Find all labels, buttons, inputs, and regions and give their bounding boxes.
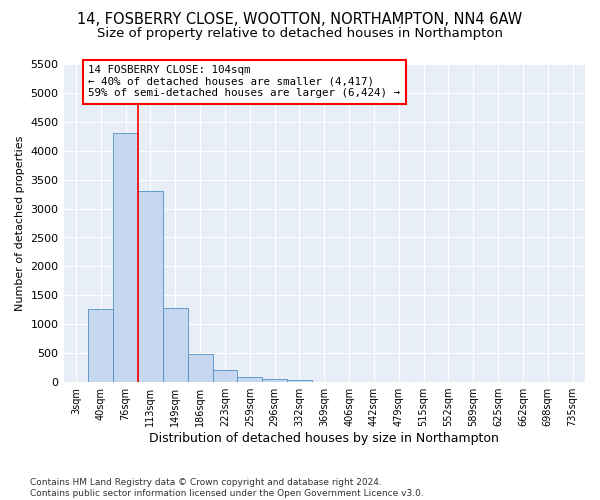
Bar (212, 370, 238, 382)
Bar (138, 191, 163, 382)
Bar (113, 134, 138, 382)
Bar (238, 377, 262, 382)
X-axis label: Distribution of detached houses by size in Northampton: Distribution of detached houses by size … (149, 432, 499, 445)
Text: Contains HM Land Registry data © Crown copyright and database right 2024.
Contai: Contains HM Land Registry data © Crown c… (30, 478, 424, 498)
Bar (287, 380, 312, 382)
Bar (262, 379, 287, 382)
Text: 14 FOSBERRY CLOSE: 104sqm
← 40% of detached houses are smaller (4,417)
59% of se: 14 FOSBERRY CLOSE: 104sqm ← 40% of detac… (88, 65, 400, 98)
Bar (188, 354, 212, 382)
Bar (163, 308, 188, 382)
Y-axis label: Number of detached properties: Number of detached properties (15, 136, 25, 310)
Bar (88, 309, 113, 382)
Text: 14, FOSBERRY CLOSE, WOOTTON, NORTHAMPTON, NN4 6AW: 14, FOSBERRY CLOSE, WOOTTON, NORTHAMPTON… (77, 12, 523, 28)
Text: Size of property relative to detached houses in Northampton: Size of property relative to detached ho… (97, 28, 503, 40)
